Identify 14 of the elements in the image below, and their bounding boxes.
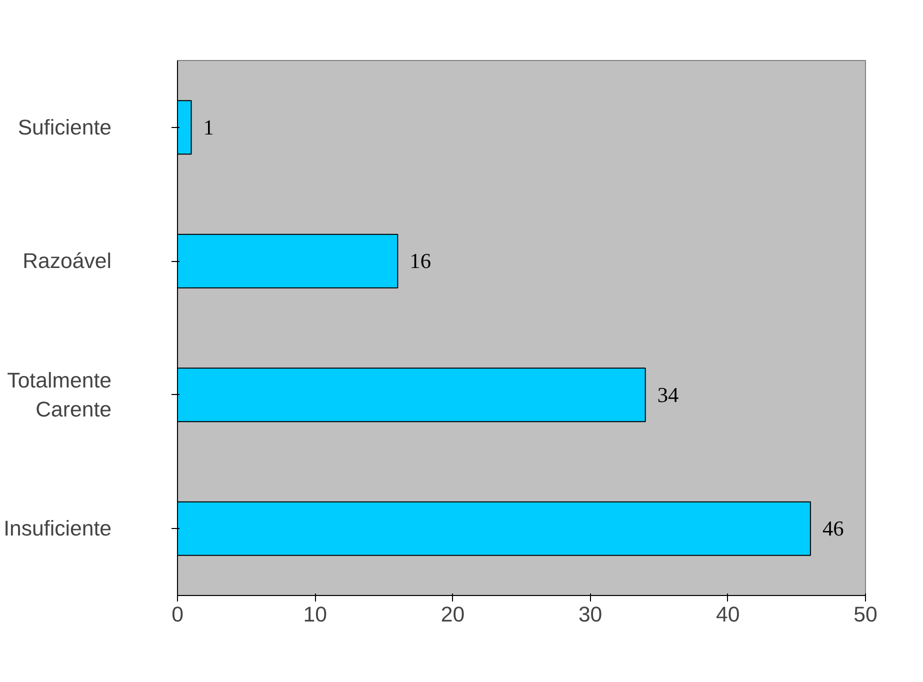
x-tick-label: 50: [854, 602, 878, 626]
data-label: 1: [203, 115, 214, 140]
x-tick-label: 30: [578, 602, 602, 626]
y-tick-label: Suficiente: [18, 115, 112, 140]
y-tick-label: Razoável: [22, 249, 112, 274]
y-tick-label: Totalmente Carente: [7, 368, 112, 422]
data-label: 16: [410, 249, 432, 274]
x-tick-label: 40: [716, 602, 740, 626]
y-tick-label: Insuficiente: [4, 516, 112, 541]
x-tick-label: 10: [303, 602, 328, 626]
data-label: 34: [657, 382, 680, 407]
data-label: 46: [822, 516, 844, 541]
x-tick-label: 0: [172, 602, 184, 626]
x-tick-label: 20: [440, 602, 465, 626]
